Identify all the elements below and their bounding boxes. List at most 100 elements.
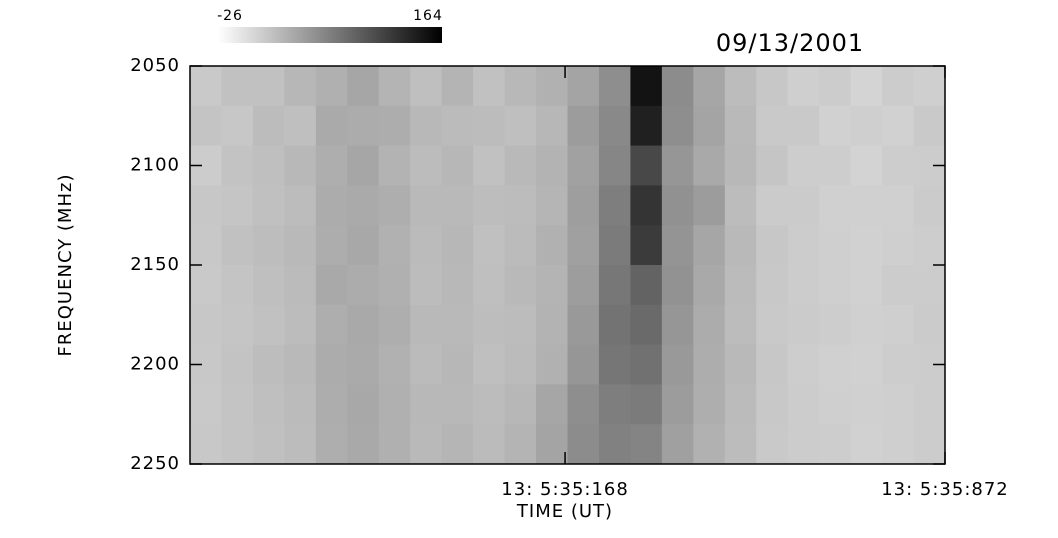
heatmap-cell bbox=[221, 265, 254, 306]
heatmap-cell bbox=[190, 265, 222, 306]
heatmap-cell bbox=[913, 304, 946, 346]
heatmap-cell bbox=[819, 105, 852, 147]
heatmap-cell bbox=[630, 424, 663, 465]
heatmap-cell bbox=[850, 265, 883, 306]
heatmap-cell bbox=[221, 424, 254, 465]
heatmap-cell bbox=[724, 304, 757, 346]
heatmap-cell bbox=[819, 424, 852, 465]
heatmap-cell bbox=[913, 185, 946, 226]
heatmap-cell bbox=[661, 265, 694, 306]
heatmap-cell bbox=[850, 145, 883, 186]
heatmap-cell bbox=[536, 424, 568, 465]
heatmap-cell bbox=[378, 424, 411, 465]
heatmap-cell bbox=[756, 304, 789, 346]
heatmap-cell bbox=[630, 105, 663, 147]
heatmap-cell bbox=[567, 424, 600, 465]
heatmap-cell bbox=[850, 105, 883, 147]
heatmap-cell bbox=[410, 424, 443, 465]
heatmap-cell bbox=[693, 304, 726, 346]
heatmap-cell bbox=[819, 145, 852, 186]
heatmap-cell bbox=[693, 185, 726, 226]
heatmap-cell bbox=[630, 344, 663, 385]
heatmap-cell bbox=[882, 105, 915, 147]
heatmap-cell bbox=[567, 185, 600, 226]
heatmap-cell bbox=[598, 66, 631, 107]
heatmap-cell bbox=[882, 304, 915, 346]
y-axis-label: FREQUENCY (MHz) bbox=[55, 174, 76, 357]
heatmap-cell bbox=[284, 384, 317, 425]
y-tick-label: 2150 bbox=[130, 254, 180, 275]
heatmap-cell bbox=[410, 344, 443, 385]
heatmap-cell bbox=[347, 424, 380, 465]
heatmap-cell bbox=[315, 344, 348, 385]
heatmap-cell bbox=[252, 105, 285, 147]
heatmap-cell bbox=[284, 66, 317, 107]
x-tick-label: 13: 5:35:168 bbox=[501, 479, 629, 500]
heatmap-cell bbox=[536, 304, 568, 346]
heatmap-cell bbox=[378, 185, 411, 226]
heatmap-cell bbox=[441, 384, 474, 425]
heatmap-cell bbox=[567, 66, 600, 107]
heatmap-cell bbox=[504, 304, 537, 346]
heatmap-cell bbox=[598, 424, 631, 465]
y-tick-label: 2200 bbox=[130, 354, 180, 375]
heatmap-cell bbox=[347, 265, 380, 306]
heatmap-cell bbox=[787, 424, 820, 465]
heatmap-cell bbox=[630, 145, 663, 186]
colorbar-tick-label: -26 bbox=[217, 8, 243, 24]
heatmap-cell bbox=[284, 185, 317, 226]
heatmap-cell bbox=[221, 384, 254, 425]
heatmap-cell bbox=[724, 225, 757, 266]
heatmap-cell bbox=[913, 424, 946, 465]
heatmap-cell bbox=[378, 344, 411, 385]
heatmap-cell bbox=[661, 185, 694, 226]
heatmap-cell bbox=[661, 424, 694, 465]
heatmap-cell bbox=[378, 265, 411, 306]
heatmap-cell bbox=[473, 344, 506, 385]
heatmap-cell bbox=[252, 265, 285, 306]
heatmap-cell bbox=[882, 344, 915, 385]
heatmap-cell bbox=[410, 265, 443, 306]
y-tick-label: 2050 bbox=[130, 55, 180, 76]
heatmap-cell bbox=[473, 424, 506, 465]
heatmap-cell bbox=[252, 304, 285, 346]
heatmap-cell bbox=[693, 225, 726, 266]
heatmap-cell bbox=[221, 105, 254, 147]
heatmap-cell bbox=[756, 105, 789, 147]
heatmap-cell bbox=[252, 66, 285, 107]
heatmap-cell bbox=[787, 225, 820, 266]
heatmap-cell bbox=[819, 185, 852, 226]
heatmap-cell bbox=[819, 384, 852, 425]
heatmap-cell bbox=[315, 66, 348, 107]
heatmap-cell bbox=[504, 344, 537, 385]
heatmap-cell bbox=[787, 344, 820, 385]
heatmap-cell bbox=[378, 105, 411, 147]
heatmap-cell bbox=[284, 265, 317, 306]
heatmap-cell bbox=[347, 304, 380, 346]
heatmap-cell bbox=[190, 225, 222, 266]
heatmap-cell bbox=[787, 304, 820, 346]
heatmap-cell bbox=[441, 344, 474, 385]
heatmap-cell bbox=[284, 424, 317, 465]
heatmap-cell bbox=[693, 66, 726, 107]
heatmap-cell bbox=[441, 265, 474, 306]
heatmap-cell bbox=[913, 384, 946, 425]
heatmap-cell bbox=[724, 145, 757, 186]
heatmap-cell bbox=[693, 384, 726, 425]
heatmap-cell bbox=[347, 344, 380, 385]
heatmap-cell bbox=[598, 185, 631, 226]
heatmap-cell bbox=[190, 105, 222, 147]
heatmap-cell bbox=[724, 66, 757, 107]
heatmap-cell bbox=[221, 344, 254, 385]
heatmap-cell bbox=[347, 66, 380, 107]
heatmap-cell bbox=[473, 105, 506, 147]
heatmap-cell bbox=[315, 265, 348, 306]
heatmap-cell bbox=[819, 265, 852, 306]
heatmap-cell bbox=[724, 384, 757, 425]
heatmap-cell bbox=[661, 344, 694, 385]
heatmap-cell bbox=[724, 105, 757, 147]
heatmap-cell bbox=[787, 265, 820, 306]
heatmap-cell bbox=[284, 344, 317, 385]
heatmap-cell bbox=[882, 265, 915, 306]
